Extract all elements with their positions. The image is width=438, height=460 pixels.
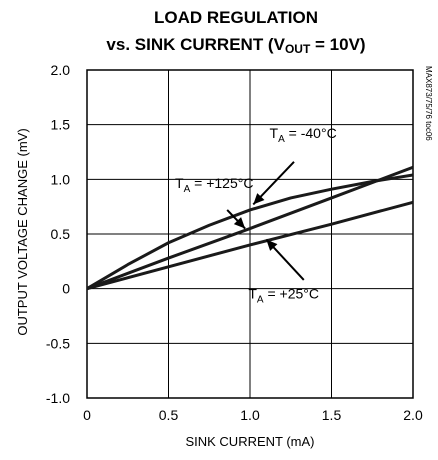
- x-tick-label: 2.0: [403, 407, 423, 423]
- y-tick-label: 2.0: [51, 62, 71, 78]
- y-tick-label: -0.5: [46, 335, 70, 351]
- x-tick-label: 1.5: [322, 407, 342, 423]
- arrow-head-2: [266, 239, 278, 251]
- y-tick-label: -1.0: [46, 390, 70, 406]
- x-tick-label: 0: [83, 407, 91, 423]
- plot-frame: [86, 69, 414, 399]
- chart-title-line2: vs. SINK CURRENT (VOUT = 10V): [106, 35, 365, 56]
- series-line-2: [87, 200, 413, 291]
- y-tick-label: 0: [62, 281, 70, 297]
- arrow-head-0: [253, 193, 265, 205]
- series-group: [87, 165, 413, 291]
- series-line-1: [87, 165, 413, 291]
- chart-title-line1: LOAD REGULATION: [154, 8, 318, 27]
- annotations: TA = -40°C TA = +125°C TA = +25°C: [175, 125, 337, 306]
- x-tick-label: 0.5: [159, 407, 179, 423]
- y-tick-label: 1.5: [51, 117, 71, 133]
- grid: [86, 69, 414, 399]
- part-code: MAX873/75/76 toc06: [424, 66, 433, 141]
- y-axis-label: OUTPUT VOLTAGE CHANGE (mV): [15, 128, 30, 335]
- x-tick-label: 1.0: [240, 407, 260, 423]
- tick-labels: 0 0.5 1.0 1.5 2.0 2.0 1.5 1.0 0.5 0 -0.5 -1.0: [46, 62, 423, 423]
- y-tick-label: 0.5: [51, 226, 71, 242]
- x-axis-label: SINK CURRENT (mA): [185, 434, 314, 449]
- series-label-0: TA = -40°C: [270, 125, 337, 145]
- arrow-head-1: [233, 217, 246, 229]
- series-line-0: [87, 173, 413, 290]
- series-label-2: TA = +25°C: [248, 286, 319, 306]
- y-tick-label: 1.0: [51, 171, 71, 187]
- series-label-1: TA = +125°C: [175, 175, 253, 195]
